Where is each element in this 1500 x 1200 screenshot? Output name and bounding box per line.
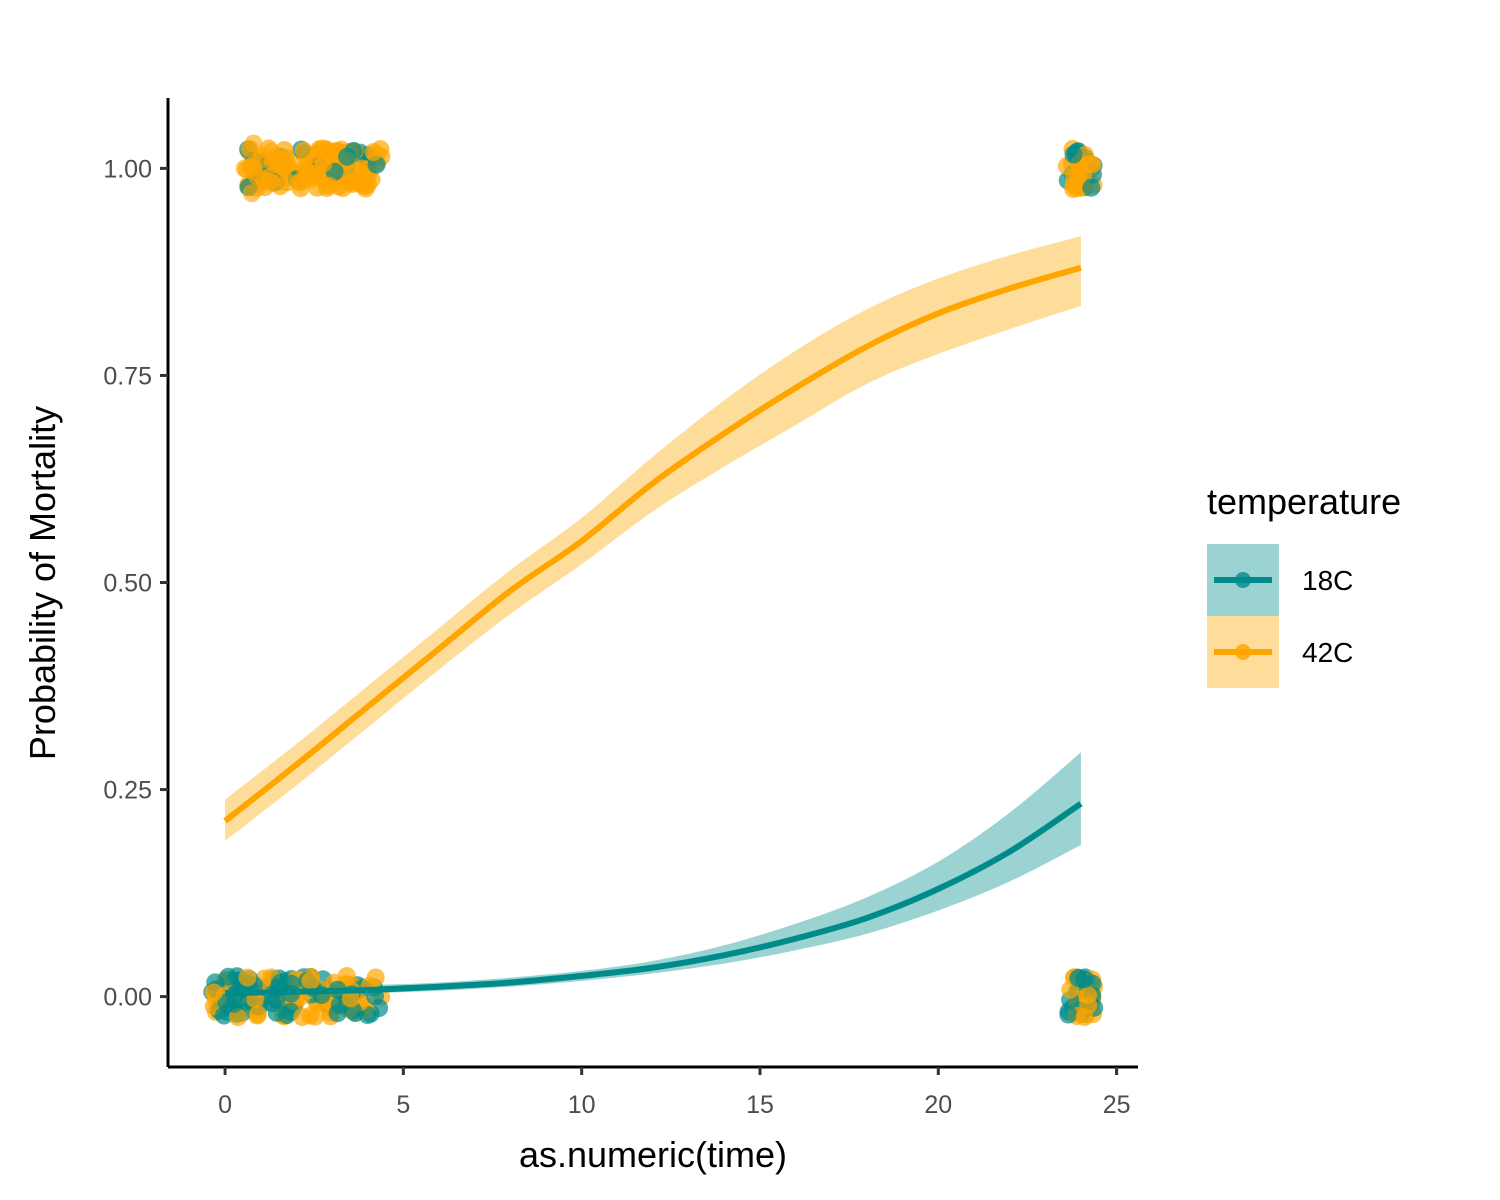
point-42C bbox=[244, 134, 263, 153]
point-42C bbox=[316, 140, 335, 159]
y-tick-label: 0.75 bbox=[103, 362, 152, 390]
point-42C bbox=[278, 173, 297, 192]
point-42C bbox=[339, 168, 358, 187]
point-42C bbox=[274, 159, 293, 177]
y-tick-label: 0.50 bbox=[103, 570, 152, 598]
legend-keys: 18C 42C bbox=[1207, 544, 1353, 688]
x-tick-label: 0 bbox=[218, 1091, 232, 1119]
point-18C bbox=[225, 994, 244, 1013]
point-18C bbox=[1064, 145, 1083, 164]
band-42C bbox=[225, 236, 1081, 841]
legend-label-18C: 18C bbox=[1302, 565, 1353, 596]
point-18C bbox=[1082, 178, 1101, 197]
point-42C bbox=[294, 141, 313, 160]
y-tick-label: 1.00 bbox=[103, 155, 152, 183]
y-axis-ticks: 0.00 0.25 0.50 0.75 1.00 bbox=[103, 155, 168, 1012]
point-42C bbox=[314, 154, 333, 173]
point-42C bbox=[293, 1008, 312, 1027]
x-tick-label: 5 bbox=[396, 1091, 410, 1119]
point-42C bbox=[248, 1005, 267, 1024]
jitter-points bbox=[203, 134, 1104, 1027]
x-axis-title: as.numeric(time) bbox=[519, 1134, 787, 1175]
y-axis-title: Probability of Mortality bbox=[22, 406, 63, 760]
band-18C bbox=[225, 752, 1081, 996]
point-18C bbox=[328, 1004, 347, 1023]
legend: temperature 18C 42C bbox=[1207, 481, 1401, 688]
point-42C bbox=[262, 142, 281, 161]
point-42C bbox=[204, 983, 223, 1002]
point-42C bbox=[1070, 163, 1089, 182]
point-42C bbox=[242, 184, 261, 203]
point-18C bbox=[338, 147, 357, 166]
y-tick-label: 0.00 bbox=[103, 984, 152, 1012]
legend-title: temperature bbox=[1207, 481, 1401, 522]
point-42C bbox=[320, 176, 339, 195]
legend-key-point bbox=[1235, 572, 1251, 588]
point-42C bbox=[364, 143, 383, 162]
x-tick-label: 25 bbox=[1103, 1091, 1131, 1119]
confidence-bands bbox=[225, 236, 1081, 996]
point-42C bbox=[301, 971, 320, 990]
legend-label-42C: 42C bbox=[1302, 637, 1353, 668]
point-42C bbox=[293, 172, 312, 191]
point-42C bbox=[248, 167, 267, 186]
y-tick-label: 0.25 bbox=[103, 777, 152, 805]
line-18C bbox=[225, 801, 1083, 997]
point-42C bbox=[356, 170, 375, 189]
legend-key-point bbox=[1235, 644, 1251, 660]
point-42C bbox=[238, 968, 257, 987]
x-tick-label: 15 bbox=[746, 1091, 774, 1119]
point-18C bbox=[263, 994, 282, 1013]
x-tick-label: 10 bbox=[568, 1091, 596, 1119]
point-18C bbox=[1069, 969, 1088, 988]
line-42C bbox=[223, 264, 1082, 824]
x-axis-ticks: 0 5 10 15 20 25 bbox=[218, 1067, 1131, 1119]
point-18C bbox=[1059, 1005, 1078, 1024]
point-42C bbox=[1079, 996, 1098, 1015]
point-42C bbox=[341, 989, 360, 1008]
fit-lines bbox=[223, 264, 1083, 997]
x-tick-label: 20 bbox=[924, 1091, 952, 1119]
